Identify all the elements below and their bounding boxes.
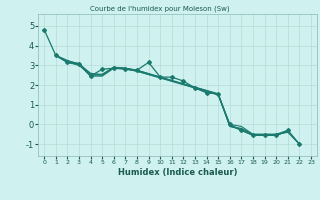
X-axis label: Humidex (Indice chaleur): Humidex (Indice chaleur) (118, 168, 237, 177)
Text: Courbe de l'humidex pour Moleson (Sw): Courbe de l'humidex pour Moleson (Sw) (90, 6, 230, 12)
